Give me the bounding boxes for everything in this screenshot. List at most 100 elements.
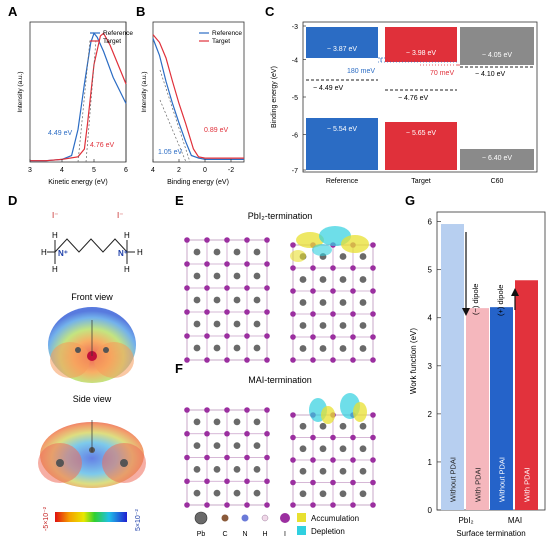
category-label-c60: C60 [491,178,504,185]
iodine-atom [204,478,210,485]
iodine-atom [244,454,250,461]
cbm-bar-reference [306,27,378,58]
lead-atom [319,322,327,329]
iodine-atom [224,285,230,291]
iodine-atom [330,357,336,363]
fermi-label-target: − 4.76 eV [398,95,428,102]
iodine-atom [290,334,296,340]
iodine-atom [204,261,210,267]
iodine-atom [310,502,316,508]
lead-atom [299,345,307,352]
lead-atom [213,442,221,450]
front-view-title: Front view [71,292,113,302]
iodine-atom [244,285,250,291]
bar-g-0 [441,224,464,511]
iodine-atom [330,265,336,271]
lead-atom [253,465,261,473]
iodine-atom [224,407,230,413]
iodine-atom [204,285,210,291]
iodine-atom [244,478,250,485]
lead-atom [233,418,241,426]
vbm-bar-reference [306,118,378,170]
panel-letter-c: C [265,4,275,19]
lead-atom [253,248,261,256]
y-ticks-c: -3 -4 -5 -6 -7 [292,24,306,175]
group-label-pbi2: PbI₂ [458,516,473,525]
lead-atom [253,344,261,352]
iodine-atom [244,430,250,437]
lead-atom [213,465,221,473]
lead-atom [299,422,307,430]
y-tick-label-c: -7 [292,168,298,175]
fit-line-reference-a [77,39,91,163]
iodine-atom [290,265,296,271]
fit-line-target-b [159,69,191,163]
iodine-atom [290,311,296,317]
lead-atom [233,489,241,497]
lead-atom [233,344,241,352]
iodine-atom [204,502,210,508]
iodine-atom [310,288,316,294]
y-axis-label-c: Binding energy (eV) [271,66,278,128]
bar-label-g: With PDAI [474,467,483,502]
lead-atom [339,345,347,352]
iodine-atom [350,265,356,271]
iodine-atom [244,502,250,508]
x-axis-label-a: Kinetic energy (eV) [48,179,108,186]
y-tick-label-g: 2 [428,410,433,419]
lead-atom [193,465,201,473]
iodine-atom [350,311,356,317]
iodine-atom [244,333,250,339]
bar-label-g: Without PDAI [498,457,507,502]
lead-atom [339,467,347,475]
lead-atom [339,445,347,453]
fit-line-reference-b [159,99,187,163]
atom-n: N⁺ [58,249,68,258]
iodine-atom [350,288,356,294]
iodine-atom [204,430,210,437]
lead-atom [299,445,307,453]
iodine-atom [244,309,250,315]
lattice-mai-pdai [290,412,376,508]
x-axis-label-g: Surface termination [456,529,525,538]
level-label-cbm-target: − 3.98 eV [406,50,436,57]
density-legend: Accumulation Depletion [297,513,359,536]
panel-f: F MAI-termination Pb C N H I Accumulatio… [175,361,376,538]
lead-atom [233,442,241,450]
atom-legend: Pb C N H I [194,511,290,538]
lead-atom [319,467,327,475]
lead-atom [339,299,347,306]
bars-g: Without PDAI With PDAI Without PDAI With PD… [441,224,538,511]
lead-atom [319,490,327,498]
series-line-target-a [30,32,127,162]
iodine-atom [370,265,376,271]
iodine-atom [290,502,296,508]
legend-target-a: Target [103,38,121,45]
iodine-atom [264,478,270,485]
iodine-atom [184,333,190,339]
iodine-atom [310,265,316,271]
iodine-atom [184,285,190,291]
iodine-atom [184,430,190,437]
lead-atom [253,320,261,328]
y-tick-label-c: -4 [292,58,298,65]
lead-atom [193,344,201,352]
legend-depletion: Depletion [311,527,345,536]
iodine-atom [224,333,230,339]
annotation-4-76: 4.76 eV [90,142,114,149]
lead-atom [359,467,367,475]
lead-atom [213,489,221,497]
annotation-4-49: 4.49 eV [48,130,72,137]
iodine-atom [184,309,190,315]
x-ticks-b: 4 2 0 -2 [151,159,234,174]
lead-atom [339,276,347,283]
iodine-atom [184,357,190,363]
panel-e: E PbI₂-termination [175,193,376,363]
y-axis-label-a: Intensity (a.u.) [17,71,24,112]
iodine-atom [244,407,250,413]
bar-label-g: With PDAI [523,467,532,502]
legend-h: H [262,531,267,538]
esp-scale-max: 5×10⁻² [135,509,142,531]
iodine-atom [310,457,316,463]
panel-b: B 1.05 eV 0.89 eV Reference Target 4 2 0 -2… [136,4,245,186]
